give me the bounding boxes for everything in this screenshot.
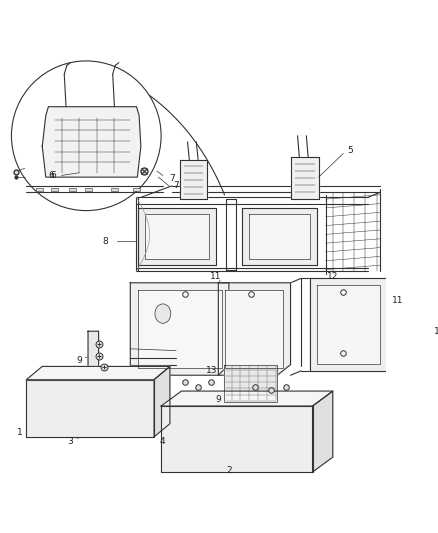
Polygon shape (26, 379, 154, 437)
Text: 2: 2 (226, 466, 232, 475)
Text: 5: 5 (347, 146, 353, 155)
Polygon shape (145, 214, 208, 259)
Text: 7: 7 (173, 181, 179, 190)
Polygon shape (396, 287, 438, 419)
Text: 3: 3 (67, 437, 73, 446)
Polygon shape (242, 208, 317, 265)
Bar (36, 188, 43, 191)
Text: 1: 1 (17, 428, 22, 437)
Polygon shape (180, 159, 207, 199)
Circle shape (11, 61, 161, 211)
Ellipse shape (155, 304, 171, 324)
Text: 13: 13 (205, 366, 217, 375)
Polygon shape (218, 283, 290, 375)
Polygon shape (225, 365, 277, 402)
Text: 9: 9 (76, 356, 82, 365)
Polygon shape (387, 278, 438, 428)
Text: 4: 4 (160, 437, 166, 446)
Text: 7: 7 (169, 174, 175, 183)
Polygon shape (290, 157, 319, 199)
Polygon shape (154, 366, 170, 437)
Bar (69, 188, 76, 191)
Polygon shape (249, 214, 310, 259)
Polygon shape (226, 290, 283, 368)
Polygon shape (138, 208, 215, 265)
Text: 12: 12 (327, 272, 339, 281)
Text: 6: 6 (50, 171, 56, 180)
Polygon shape (317, 286, 380, 364)
Text: 6: 6 (48, 171, 54, 180)
Text: 8: 8 (103, 237, 109, 246)
Text: 11: 11 (392, 296, 404, 305)
Polygon shape (310, 278, 387, 371)
Polygon shape (88, 331, 130, 379)
Polygon shape (42, 107, 141, 177)
Text: 11: 11 (210, 272, 222, 281)
Bar (85, 188, 92, 191)
Bar (111, 188, 118, 191)
Polygon shape (161, 406, 313, 472)
Bar (133, 188, 140, 191)
Polygon shape (130, 283, 229, 375)
Polygon shape (138, 290, 222, 368)
Polygon shape (161, 391, 333, 406)
Bar (51, 188, 58, 191)
Polygon shape (313, 391, 333, 472)
Text: 10: 10 (434, 327, 438, 336)
Polygon shape (26, 366, 170, 379)
Text: 9: 9 (215, 395, 221, 405)
